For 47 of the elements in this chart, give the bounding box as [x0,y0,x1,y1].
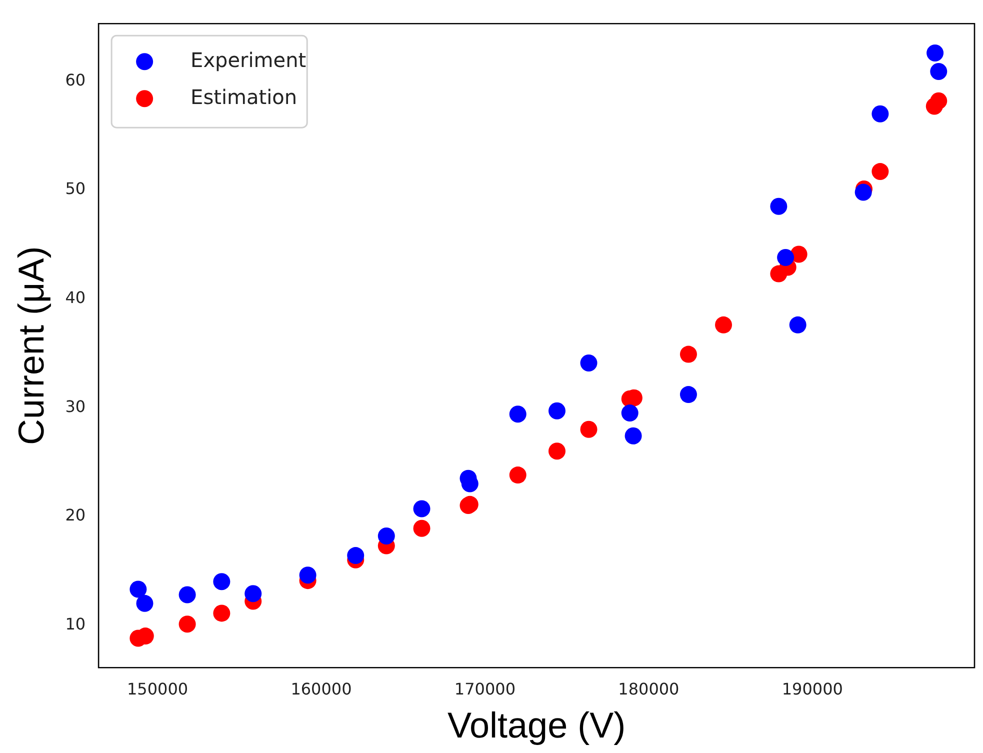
point [777,248,794,266]
legend-label: Experiment [190,48,306,72]
point [770,198,788,215]
point [413,500,430,518]
y-tick-label: 40 [65,288,86,307]
point [509,406,526,423]
x-tick-label: 180000 [618,679,680,698]
x-tick-label: 190000 [782,679,843,698]
point [213,573,230,590]
y-tick-label: 30 [65,396,86,416]
x-tick-label: 170000 [454,679,516,698]
point [413,520,430,537]
point [621,404,638,422]
legend-label: Estimation [190,84,298,109]
point [130,580,147,598]
point [548,442,566,460]
point [624,427,642,444]
y-tick-label: 10 [65,614,86,634]
point [178,586,196,604]
point [548,402,566,420]
point [509,466,526,484]
point [244,585,262,602]
point [715,316,732,334]
point [930,92,948,110]
point [872,163,889,180]
y-axis-title: Current (μA) [10,246,52,445]
point [789,316,806,334]
point [213,604,230,622]
point [926,44,944,62]
point [854,184,872,201]
x-tick-label: 160000 [290,679,352,698]
y-tick-label: 60 [65,70,86,90]
y-tick-label: 50 [65,179,86,198]
point [872,105,889,122]
point [299,566,316,584]
x-tick-label: 150000 [126,679,188,698]
point [378,527,395,544]
point [580,354,598,372]
point [178,616,196,633]
point [580,420,598,438]
point [347,547,364,564]
y-tick-label: 20 [65,506,86,525]
x-axis-title: Voltage (V) [447,704,626,746]
point [930,62,948,80]
point [680,386,697,404]
point [136,594,154,612]
point [680,346,697,363]
